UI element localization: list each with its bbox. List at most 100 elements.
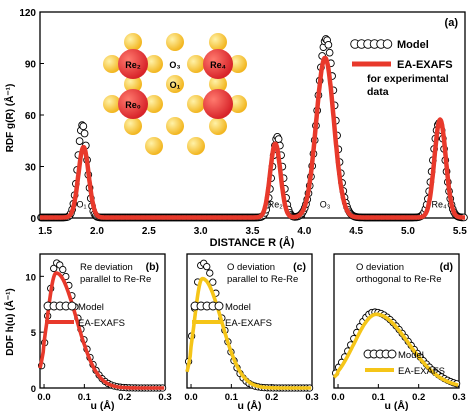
panel-a-xtick-label: 2.5 bbox=[142, 226, 156, 237]
panel-a-ylabel: RDF g(R) (Å⁻¹) bbox=[3, 84, 16, 153]
panel-c-frame bbox=[186, 253, 313, 389]
panel-b-xlabel: u (Å) bbox=[91, 399, 115, 412]
panel-a-model-point bbox=[274, 135, 283, 143]
panel-d-legend-model: Model bbox=[398, 350, 424, 361]
panel-b-ytick-label: 0 bbox=[31, 384, 36, 395]
panel-a-xtick-label: 2.0 bbox=[90, 226, 104, 237]
inset-atom-label: Re₄ bbox=[210, 60, 226, 70]
panel-b-legend-model-marker bbox=[67, 301, 77, 311]
inset-oxygen-atom bbox=[103, 55, 121, 73]
panel-a-label: (a) bbox=[445, 17, 459, 29]
panel-c-xtick-label: 0.3 bbox=[305, 392, 318, 403]
inset-oxygen-atom bbox=[209, 75, 227, 93]
panel-a-ytick-label: 120 bbox=[19, 8, 36, 19]
panel-a-exafs-line bbox=[38, 55, 467, 220]
panel-c-xtick-label: 0.1 bbox=[225, 392, 239, 403]
inset-rhenium-atom bbox=[118, 89, 148, 119]
panel-a-ytick-label: 90 bbox=[25, 60, 37, 71]
panel-a-peak-label: O₁ bbox=[76, 199, 86, 209]
panel-a-peak-label: O₃ bbox=[320, 199, 331, 209]
panel-d-legend-model-marker bbox=[387, 349, 397, 359]
inset-oxygen-atom bbox=[209, 117, 227, 135]
inset-oxygen-atom bbox=[209, 33, 227, 51]
panel-c-label: (c) bbox=[293, 261, 306, 273]
panel-a-peak-label: Re₂ bbox=[268, 199, 284, 209]
panel-c-annotation: O deviation bbox=[227, 262, 275, 273]
panel-a-legend-line3: for experimental bbox=[367, 73, 449, 85]
panel-c-model-point bbox=[206, 269, 214, 277]
panel-c-legend-exafs: EA-EXAFS bbox=[225, 318, 272, 329]
panel-a-ytick-label: 0 bbox=[30, 214, 36, 225]
panel-c-xtick-label: 0.0 bbox=[184, 392, 197, 403]
panel-a-ytick-label: 30 bbox=[25, 163, 37, 174]
inset-oxygen-atom bbox=[166, 117, 184, 135]
panel-c-exafs-line bbox=[185, 276, 313, 390]
panel-a-model-point bbox=[75, 137, 84, 145]
panel-d-annotation: orthogonal to Re-Re bbox=[356, 274, 442, 285]
panel-a-model-point bbox=[325, 48, 334, 57]
panel-d-exafs-line bbox=[332, 312, 460, 387]
panel-b-xtick-label: 0.0 bbox=[37, 392, 50, 403]
inset-atom-label: O₁ bbox=[170, 80, 181, 90]
panel-b-xtick-label: 0.2 bbox=[118, 392, 131, 403]
panel-a-xlabel: DISTANCE R (Å) bbox=[210, 236, 295, 249]
inset-oxygen-atom bbox=[187, 55, 205, 73]
inset-oxygen-atom bbox=[124, 33, 142, 51]
inset-oxygen-atom bbox=[187, 137, 205, 155]
inset-oxygen-atom bbox=[229, 95, 247, 113]
panel-a-model-point bbox=[79, 122, 88, 131]
panel-a-xtick-label: 3.5 bbox=[246, 226, 260, 237]
panel-b-ytick-label: 10 bbox=[25, 272, 36, 283]
panel-d-legend-exafs: EA-EXAFS bbox=[398, 366, 445, 377]
panel-d-xtick-label: 0.2 bbox=[412, 392, 425, 403]
inset-rhenium-atom bbox=[118, 49, 148, 79]
inset-oxygen-atom bbox=[229, 55, 247, 73]
inset-oxygen-atom bbox=[166, 75, 184, 93]
panel-a-legend-model-marker bbox=[382, 39, 393, 49]
inset-oxygen-atom bbox=[103, 95, 121, 113]
panel-a-ytick-label: 60 bbox=[25, 111, 37, 122]
panel-d-xlabel: u (Å) bbox=[385, 399, 409, 412]
panel-b-annotation: parallel to Re-Re bbox=[80, 274, 151, 285]
panel-b-xtick-label: 0.3 bbox=[158, 392, 171, 403]
inset-oxygen-atom bbox=[166, 33, 184, 51]
panel-c-xtick-label: 0.2 bbox=[265, 392, 278, 403]
panel-d-xtick-label: 0.3 bbox=[452, 392, 465, 403]
inset-rhenium-atom bbox=[203, 49, 233, 79]
panel-c-annotation: parallel to Re-Re bbox=[227, 274, 298, 285]
inset-oxygen-atom bbox=[124, 75, 142, 93]
panel-a-xtick-label: 5.5 bbox=[453, 226, 467, 237]
panel-a-model-point bbox=[80, 129, 89, 138]
panel-d-label: (d) bbox=[440, 261, 453, 273]
panel-c-model-point bbox=[209, 278, 217, 286]
panel-b-ytick-label: 5 bbox=[31, 328, 37, 339]
panel-b-legend-exafs: EA-EXAFS bbox=[78, 318, 125, 329]
panel-b-annotation: Re deviation bbox=[80, 262, 133, 273]
inset-oxygen-atom bbox=[145, 95, 163, 113]
panel-d-xtick-label: 0.0 bbox=[331, 392, 344, 403]
panel-b-legend-model: Model bbox=[78, 302, 104, 313]
inset-oxygen-atom bbox=[124, 117, 142, 135]
panel-a-legend-line4: data bbox=[367, 86, 389, 98]
inset-oxygen-atom bbox=[145, 55, 163, 73]
inset-atom-label: O₃ bbox=[169, 60, 180, 70]
panel-a-xtick-label: 4.5 bbox=[349, 226, 363, 237]
panel-c-xlabel: u (Å) bbox=[238, 399, 262, 412]
panel-c-model-point bbox=[203, 262, 211, 271]
panel-c-legend-model-marker bbox=[214, 301, 224, 311]
panel-a-xtick-label: 5.0 bbox=[401, 226, 415, 237]
panel-d-annotation: O deviation bbox=[356, 262, 404, 273]
inset-atom-label: Re₂ bbox=[125, 60, 141, 70]
panel-c-legend-model: Model bbox=[225, 302, 251, 313]
panel-a-peak-label: Re₄ bbox=[431, 199, 447, 209]
panel-b-label: (b) bbox=[146, 261, 159, 273]
panel-b-model-point bbox=[50, 264, 58, 273]
panel-b-xtick-label: 0.1 bbox=[78, 392, 92, 403]
panel-a-legend-model: Model bbox=[397, 39, 429, 51]
panel-b-exafs-line bbox=[38, 271, 166, 390]
panel-b-model-point bbox=[59, 265, 67, 274]
panel-a-xtick-label: 1.5 bbox=[38, 226, 52, 237]
panel-b-ylabel: DDF h(u) (Å⁻¹) bbox=[3, 288, 16, 355]
panel-a-xtick-label: 3.0 bbox=[194, 226, 208, 237]
